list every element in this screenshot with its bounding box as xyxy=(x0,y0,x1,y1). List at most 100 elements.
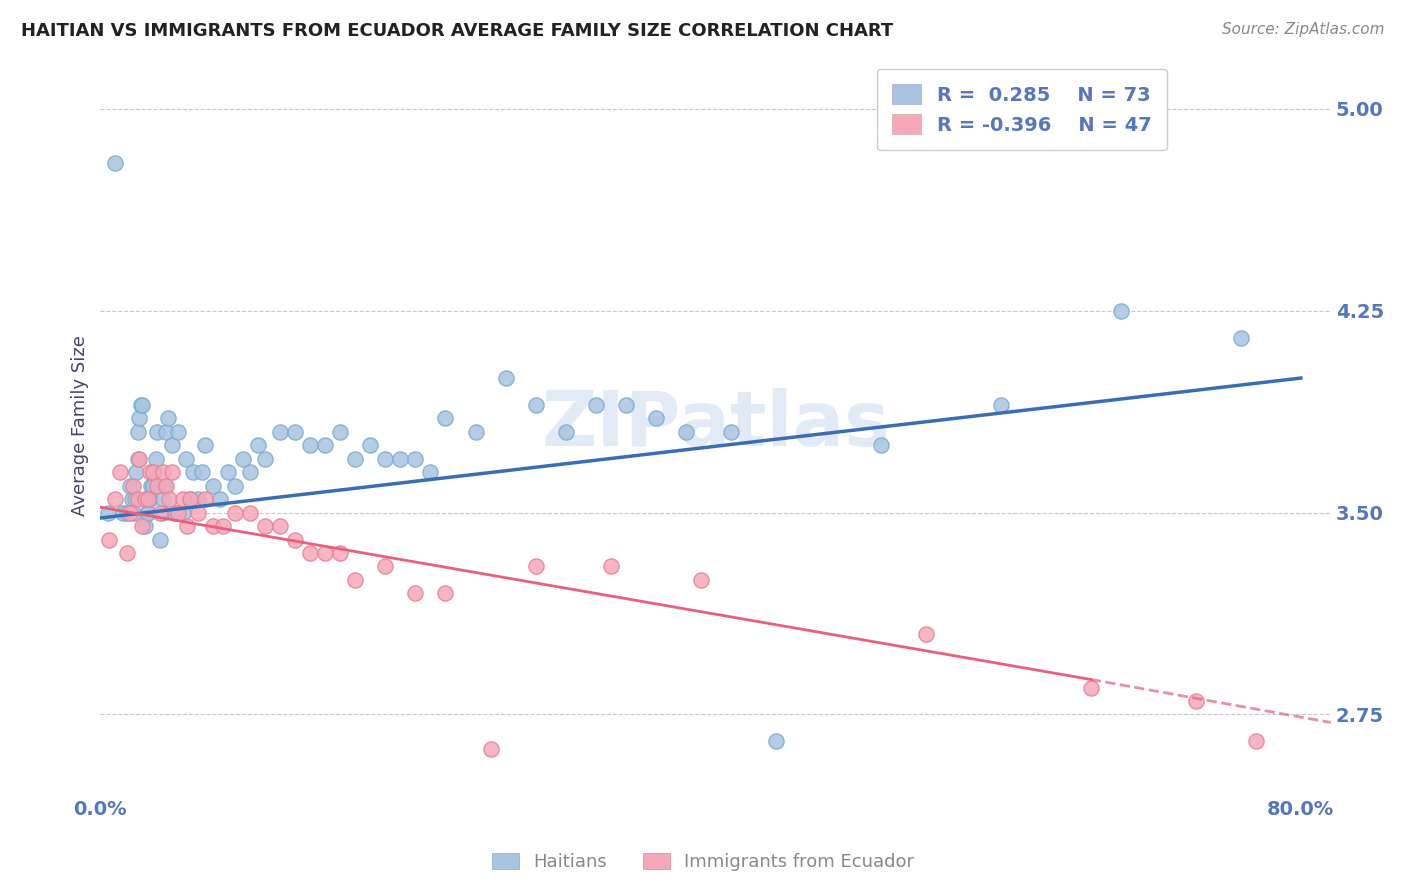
Point xyxy=(142,465,165,479)
Point xyxy=(149,506,172,520)
Point xyxy=(644,411,666,425)
Point xyxy=(187,506,209,520)
Point xyxy=(344,451,367,466)
Point xyxy=(167,425,190,439)
Point xyxy=(869,438,891,452)
Point xyxy=(246,438,269,452)
Point xyxy=(183,465,205,479)
Point xyxy=(1244,734,1267,748)
Text: HAITIAN VS IMMIGRANTS FROM ECUADOR AVERAGE FAMILY SIZE CORRELATION CHART: HAITIAN VS IMMIGRANTS FROM ECUADOR AVERA… xyxy=(21,22,893,40)
Point xyxy=(149,533,172,547)
Point xyxy=(145,451,167,466)
Point xyxy=(1080,681,1102,695)
Point xyxy=(187,492,209,507)
Legend: R =  0.285    N = 73, R = -0.396    N = 47: R = 0.285 N = 73, R = -0.396 N = 47 xyxy=(877,69,1167,151)
Point xyxy=(1185,694,1208,708)
Point xyxy=(495,371,517,385)
Point xyxy=(153,479,176,493)
Point xyxy=(157,492,180,507)
Point xyxy=(284,425,307,439)
Point xyxy=(585,398,607,412)
Point xyxy=(134,519,156,533)
Point xyxy=(434,411,457,425)
Point xyxy=(139,465,162,479)
Legend: Haitians, Immigrants from Ecuador: Haitians, Immigrants from Ecuador xyxy=(484,846,922,879)
Point xyxy=(120,506,142,520)
Point xyxy=(554,425,576,439)
Point xyxy=(141,479,163,493)
Point xyxy=(138,506,160,520)
Point xyxy=(479,742,502,756)
Point xyxy=(329,546,352,560)
Text: Source: ZipAtlas.com: Source: ZipAtlas.com xyxy=(1222,22,1385,37)
Point xyxy=(329,425,352,439)
Point xyxy=(127,451,149,466)
Point xyxy=(254,519,277,533)
Point xyxy=(689,573,711,587)
Point xyxy=(142,479,165,493)
Point xyxy=(146,425,169,439)
Point xyxy=(720,425,742,439)
Point xyxy=(131,398,153,412)
Point xyxy=(212,519,235,533)
Point xyxy=(117,506,139,520)
Point xyxy=(239,506,262,520)
Point xyxy=(765,734,787,748)
Point xyxy=(209,492,232,507)
Point xyxy=(150,506,173,520)
Point xyxy=(179,492,201,507)
Point xyxy=(131,519,153,533)
Point xyxy=(269,519,291,533)
Point xyxy=(155,425,177,439)
Point xyxy=(299,438,322,452)
Point xyxy=(224,506,246,520)
Point xyxy=(104,155,127,169)
Point xyxy=(97,506,120,520)
Point xyxy=(314,438,336,452)
Point xyxy=(138,492,160,507)
Point xyxy=(359,438,381,452)
Point xyxy=(156,411,179,425)
Point xyxy=(990,398,1012,412)
Point xyxy=(299,546,322,560)
Point xyxy=(139,492,162,507)
Point xyxy=(269,425,291,439)
Point xyxy=(314,546,336,560)
Point xyxy=(162,438,184,452)
Point xyxy=(122,479,145,493)
Point xyxy=(194,438,217,452)
Point xyxy=(405,586,427,600)
Point xyxy=(127,425,149,439)
Point xyxy=(176,519,198,533)
Point xyxy=(128,411,150,425)
Point xyxy=(146,479,169,493)
Point xyxy=(599,559,621,574)
Point xyxy=(914,626,936,640)
Point xyxy=(121,492,143,507)
Point xyxy=(152,465,174,479)
Point xyxy=(172,506,194,520)
Point xyxy=(143,465,166,479)
Point xyxy=(224,479,246,493)
Point xyxy=(201,519,224,533)
Text: ZIPatlas: ZIPatlas xyxy=(541,388,890,462)
Point xyxy=(179,492,201,507)
Point xyxy=(108,465,131,479)
Point xyxy=(524,559,547,574)
Point xyxy=(162,465,184,479)
Point xyxy=(128,451,150,466)
Point xyxy=(374,451,396,466)
Point xyxy=(122,506,145,520)
Point xyxy=(675,425,697,439)
Point xyxy=(167,506,190,520)
Point xyxy=(405,451,427,466)
Point xyxy=(191,465,214,479)
Point xyxy=(134,492,156,507)
Point xyxy=(232,451,254,466)
Point xyxy=(434,586,457,600)
Point xyxy=(125,465,148,479)
Point xyxy=(614,398,637,412)
Point xyxy=(1109,303,1132,318)
Y-axis label: Average Family Size: Average Family Size xyxy=(72,334,89,516)
Point xyxy=(127,492,149,507)
